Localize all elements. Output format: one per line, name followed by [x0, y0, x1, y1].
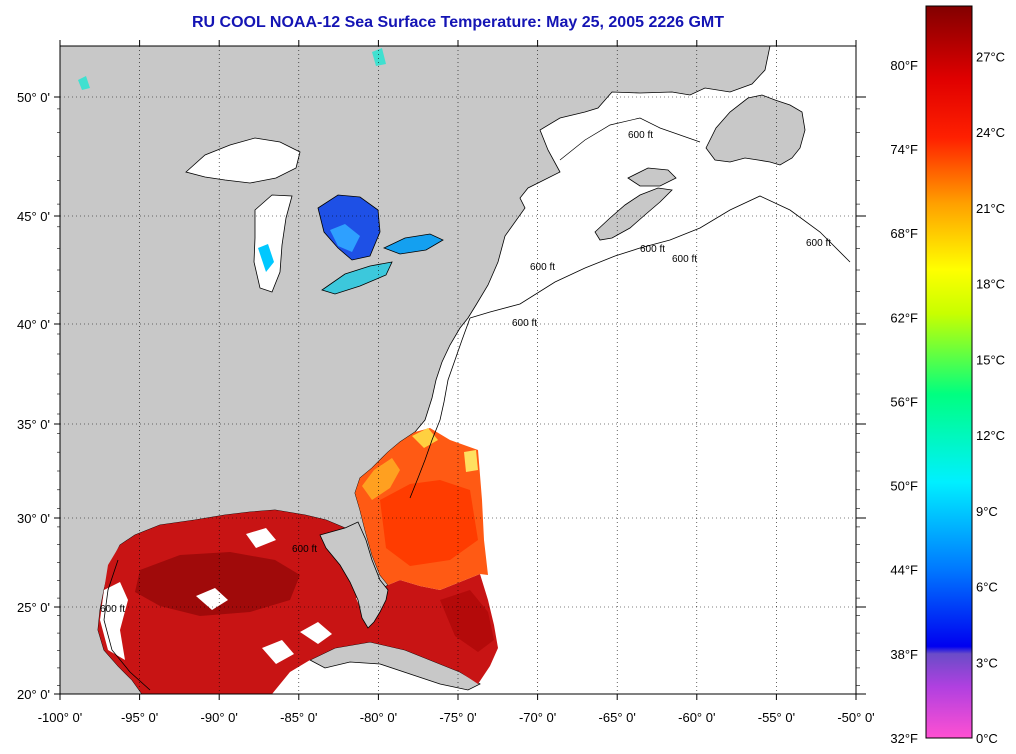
cloud-gap-2 — [196, 588, 228, 610]
fahrenheit-label: 38°F — [890, 647, 918, 662]
celsius-label: 21°C — [976, 201, 1005, 216]
celsius-label: 12°C — [976, 428, 1005, 443]
cloud-gap-3 — [300, 622, 332, 644]
lon-tick-label: -95° 0' — [121, 710, 158, 725]
fahrenheit-label: 80°F — [890, 58, 918, 73]
fahrenheit-label: 50°F — [890, 479, 918, 494]
st-lawrence-outline — [559, 117, 701, 161]
lake-michigan — [253, 194, 293, 293]
cloud-gap-4 — [262, 640, 294, 664]
lat-tick-label: 25° 0' — [17, 600, 50, 615]
lon-tick-label: -90° 0' — [201, 710, 238, 725]
lake-winnipeg-spot — [78, 76, 90, 90]
fahrenheit-label: 68°F — [890, 226, 918, 241]
lake-huron-shallow — [330, 224, 360, 252]
lat-tick-label: 45° 0' — [17, 209, 50, 224]
sst-atlantic-warm — [380, 480, 478, 566]
celsius-label: 6°C — [976, 580, 998, 595]
land-nova-scotia — [594, 187, 673, 241]
lake-ontario — [382, 233, 444, 255]
lat-tick-label: 20° 0' — [17, 687, 50, 702]
depth-labels: 600 ft 600 ft 600 ft 600 ft 600 ft 600 f… — [100, 130, 831, 615]
cloud-gap-6 — [246, 528, 276, 548]
lon-tick-label: -75° 0' — [439, 710, 476, 725]
lon-tick-label: -100° 0' — [38, 710, 83, 725]
lon-tick-label: -70° 0' — [519, 710, 556, 725]
depth-label: 600 ft — [292, 544, 317, 555]
colorbar-labels: 27°C 24°C 21°C 18°C 15°C 12°C 9°C 6°C 3°C 0°C 80°F… — [890, 49, 1005, 746]
lake-erie — [321, 261, 393, 295]
fahrenheit-label: 74°F — [890, 142, 918, 157]
lat-tick-label: 40° 0' — [17, 317, 50, 332]
sst-atlantic-cool — [362, 458, 400, 500]
map-content — [60, 46, 856, 694]
celsius-label: 3°C — [976, 655, 998, 670]
celsius-label: 0°C — [976, 731, 998, 746]
land-newfoundland — [705, 94, 806, 166]
land-florida — [319, 521, 389, 629]
colorbar — [925, 5, 973, 739]
depth-label: 600 ft — [640, 244, 665, 255]
lon-tick-label: -60° 0' — [678, 710, 715, 725]
sst-atlantic-yellow — [412, 428, 438, 448]
depth-contour-600ft — [103, 195, 851, 691]
lon-tick-label: -50° 0' — [837, 710, 874, 725]
sst-gulf-dark — [135, 552, 300, 616]
map-grid — [60, 46, 856, 694]
lake-superior — [185, 137, 301, 184]
map-title: RU COOL NOAA-12 Sea Surface Temperature:… — [191, 14, 725, 31]
lat-tick-label: 50° 0' — [17, 90, 50, 105]
land-pei — [627, 167, 677, 187]
celsius-label: 9°C — [976, 504, 998, 519]
celsius-label: 27°C — [976, 49, 1005, 64]
depth-label: 600 ft — [512, 318, 537, 329]
depth-label: 600 ft — [628, 130, 653, 141]
celsius-label: 15°C — [976, 352, 1005, 367]
depth-label: 600 ft — [100, 604, 125, 615]
depth-label: 600 ft — [672, 254, 697, 265]
lat-tick-label: 35° 0' — [17, 417, 50, 432]
lake-michigan-sst — [258, 244, 274, 272]
lat-tick-label: 30° 0' — [17, 511, 50, 526]
axis-ticks: -100° 0' -95° 0' -90° 0' -85° 0' -80° 0' -75°… — [17, 40, 875, 725]
celsius-label: 24°C — [976, 125, 1005, 140]
celsius-label: 18°C — [976, 277, 1005, 292]
fahrenheit-label: 62°F — [890, 310, 918, 325]
depth-label: 600 ft — [530, 262, 555, 273]
lon-tick-label: -85° 0' — [280, 710, 317, 725]
depth-label: 600 ft — [806, 238, 831, 249]
hudson-bay-spot — [372, 48, 386, 66]
fahrenheit-label: 44°F — [890, 563, 918, 578]
fahrenheit-label: 32°F — [890, 731, 918, 746]
lon-tick-label: -65° 0' — [599, 710, 636, 725]
cloud-gap-1 — [100, 582, 128, 660]
lon-tick-label: -80° 0' — [360, 710, 397, 725]
fahrenheit-label: 56°F — [890, 394, 918, 409]
sst-bahamas-dark — [440, 590, 494, 652]
sst-gulfstream-yellow — [464, 450, 478, 472]
lon-tick-label: -55° 0' — [758, 710, 795, 725]
